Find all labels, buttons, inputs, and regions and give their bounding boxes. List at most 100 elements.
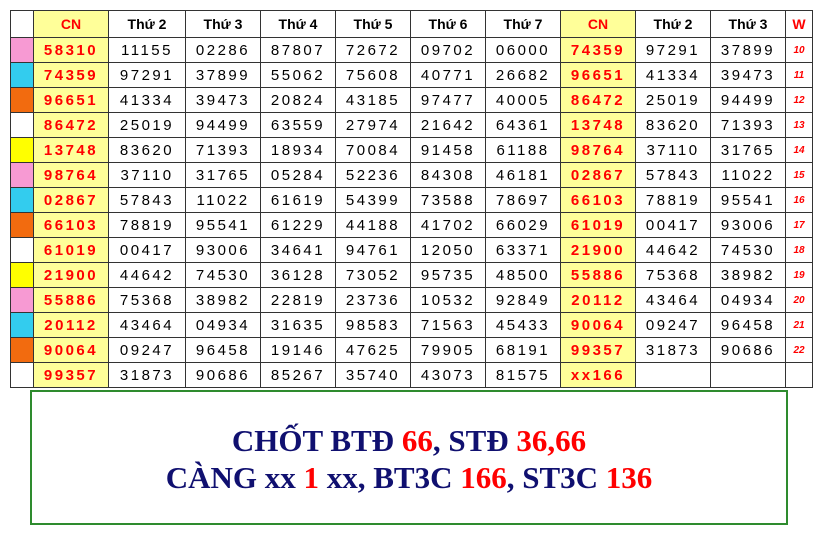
- result-cell: 90686: [185, 362, 261, 388]
- result-cell: 37899: [710, 37, 786, 63]
- result-cell: 55062: [260, 62, 336, 88]
- column-header: Thứ 2: [108, 10, 186, 38]
- row-marker: [10, 337, 34, 363]
- prediction-box: CHỐT BTĐ 66, STĐ 36,66 CÀNG xx 1 xx, BT3C…: [30, 390, 788, 525]
- result-cell: 66103: [560, 187, 636, 213]
- result-cell: 19146: [260, 337, 336, 363]
- week-number: 11: [785, 62, 813, 88]
- result-cell: 25019: [635, 87, 711, 113]
- result-cell: 11022: [710, 162, 786, 188]
- result-cell: 48500: [485, 262, 561, 288]
- result-cell: 12050: [410, 237, 486, 263]
- result-cell: 63371: [485, 237, 561, 263]
- result-cell: 90686: [710, 337, 786, 363]
- row-marker: [10, 312, 34, 338]
- result-cell: 93006: [710, 212, 786, 238]
- result-cell: 96458: [185, 337, 261, 363]
- column-header: Thứ 4: [260, 10, 336, 38]
- result-cell: 39473: [710, 62, 786, 88]
- row-marker: [10, 212, 34, 238]
- highlight-number: 136: [605, 460, 653, 495]
- row: 98764 37110 31765 05284 52236 84308 46181 02867…: [10, 162, 813, 188]
- column-header: Thứ 7: [485, 10, 561, 38]
- result-cell: 64361: [485, 112, 561, 138]
- result-cell: 81575: [485, 362, 561, 388]
- result-cell: 72672: [335, 37, 411, 63]
- result-cell: 21900: [560, 237, 636, 263]
- row: 55886 75368 38982 22819 23736 10532 92849 20112…: [10, 287, 813, 313]
- result-cell: 57843: [108, 187, 186, 213]
- result-cell: xx166: [560, 362, 636, 388]
- result-cell: 96651: [33, 87, 109, 113]
- row: 02867 57843 11022 61619 54399 73588 78697 66103…: [10, 187, 813, 213]
- empty-cell: [710, 362, 786, 388]
- result-cell: 52236: [335, 162, 411, 188]
- column-header: Thứ 6: [410, 10, 486, 38]
- result-cell: 66103: [33, 212, 109, 238]
- row-marker: [10, 162, 34, 188]
- result-cell: 78819: [108, 212, 186, 238]
- result-cell: 74530: [185, 262, 261, 288]
- result-cell: 66029: [485, 212, 561, 238]
- row-marker: [10, 237, 34, 263]
- result-cell: 35740: [335, 362, 411, 388]
- week-number: 21: [785, 312, 813, 338]
- result-cell: 90064: [33, 337, 109, 363]
- result-cell: 75368: [108, 287, 186, 313]
- week-number: 22: [785, 337, 813, 363]
- empty-cell: [635, 362, 711, 388]
- result-cell: 31765: [185, 162, 261, 188]
- result-cell: 61188: [485, 137, 561, 163]
- result-cell: 92849: [485, 287, 561, 313]
- column-header: Thứ 3: [710, 10, 786, 38]
- result-cell: 44642: [108, 262, 186, 288]
- result-cell: 86472: [33, 112, 109, 138]
- row: 99357 31873 90686 85267 35740 43073 81575 xx166: [10, 362, 813, 388]
- result-cell: 95541: [710, 187, 786, 213]
- column-header: W: [785, 10, 813, 38]
- result-cell: 83620: [108, 137, 186, 163]
- result-cell: 96651: [560, 62, 636, 88]
- result-cell: 97291: [635, 37, 711, 63]
- result-cell: 20112: [560, 287, 636, 313]
- column-header: Thứ 5: [335, 10, 411, 38]
- week-number: 16: [785, 187, 813, 213]
- result-cell: 44188: [335, 212, 411, 238]
- result-cell: 61229: [260, 212, 336, 238]
- column-header: CN: [33, 10, 109, 38]
- row: 66103 78819 95541 61229 44188 41702 66029 61019…: [10, 212, 813, 238]
- result-cell: 36128: [260, 262, 336, 288]
- result-cell: 61019: [33, 237, 109, 263]
- result-cell: 78819: [635, 187, 711, 213]
- week-number: 19: [785, 262, 813, 288]
- result-cell: 02867: [33, 187, 109, 213]
- result-cell: 61619: [260, 187, 336, 213]
- result-cell: 74359: [560, 37, 636, 63]
- row-marker: [10, 87, 34, 113]
- result-cell: 26682: [485, 62, 561, 88]
- result-cell: 37899: [185, 62, 261, 88]
- result-cell: 13748: [33, 137, 109, 163]
- result-cell: 18934: [260, 137, 336, 163]
- row-marker: [10, 62, 34, 88]
- result-cell: 86472: [560, 87, 636, 113]
- result-cell: 98764: [560, 137, 636, 163]
- result-cell: 57843: [635, 162, 711, 188]
- result-cell: 41334: [635, 62, 711, 88]
- result-cell: 02867: [560, 162, 636, 188]
- result-cell: 78697: [485, 187, 561, 213]
- result-cell: 43464: [635, 287, 711, 313]
- result-cell: 21900: [33, 262, 109, 288]
- result-cell: 98583: [335, 312, 411, 338]
- result-cell: 99357: [560, 337, 636, 363]
- result-cell: 54399: [335, 187, 411, 213]
- result-cell: 94499: [710, 87, 786, 113]
- highlight-number: 166: [460, 460, 507, 495]
- result-cell: 95735: [410, 262, 486, 288]
- result-cell: 93006: [185, 237, 261, 263]
- row-marker: [10, 137, 34, 163]
- result-cell: 02286: [185, 37, 261, 63]
- result-cell: 31873: [108, 362, 186, 388]
